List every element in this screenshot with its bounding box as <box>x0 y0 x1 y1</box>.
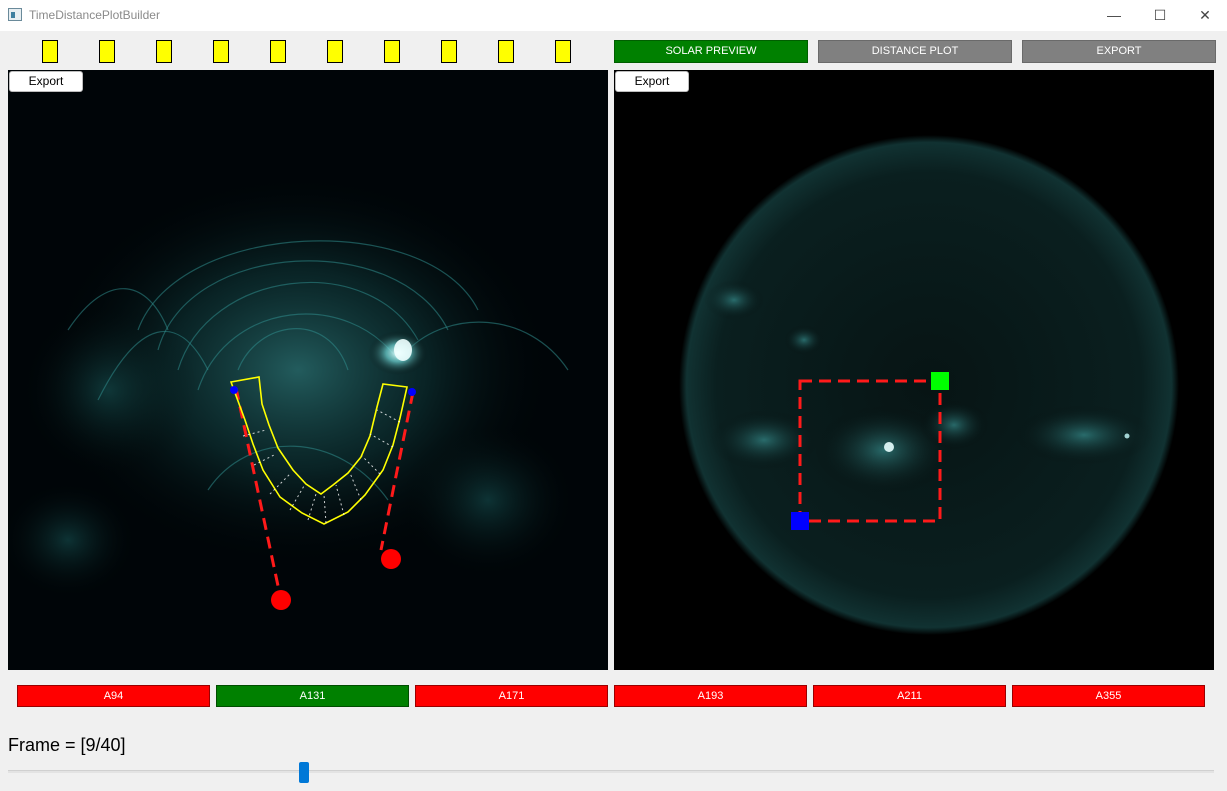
frame-label: Frame = [9/40] <box>8 735 126 755</box>
wavelength-button-a193[interactable]: A193 <box>614 685 807 707</box>
maximize-button[interactable]: ☐ <box>1153 7 1167 23</box>
solar-disk-svg <box>614 70 1214 670</box>
frame-slider-track[interactable] <box>8 770 1214 773</box>
solar-preview-button[interactable]: SOLAR PREVIEW <box>614 40 808 63</box>
close-button[interactable]: ✕ <box>1199 7 1211 23</box>
wavelength-button-a171[interactable]: A171 <box>415 685 608 707</box>
path-endpoint[interactable] <box>230 386 238 394</box>
wavelength-button-a211[interactable]: A211 <box>813 685 1006 707</box>
frame-indicator <box>42 40 58 63</box>
solar-preview-canvas[interactable] <box>614 70 1214 670</box>
right-export-button[interactable]: Export <box>615 71 689 92</box>
zoomed-region-svg <box>8 70 608 670</box>
control-point[interactable] <box>381 549 401 569</box>
frame-indicator <box>270 40 286 63</box>
path-endpoint[interactable] <box>408 388 416 396</box>
frame-indicator <box>384 40 400 63</box>
frame-indicator <box>327 40 343 63</box>
frame-indicator <box>555 40 571 63</box>
app-icon <box>8 8 22 21</box>
selection-corner-handle[interactable] <box>791 512 809 530</box>
frame-indicator <box>498 40 514 63</box>
window-title: TimeDistancePlotBuilder <box>29 8 160 22</box>
zoomed-region-canvas[interactable] <box>8 70 608 670</box>
wavelength-button-a355[interactable]: A355 <box>1012 685 1205 707</box>
wavelength-button-a131[interactable]: A131 <box>216 685 409 707</box>
frame-indicator <box>441 40 457 63</box>
title-bar: TimeDistancePlotBuilder — ☐ ✕ <box>0 0 1227 31</box>
frame-slider-handle[interactable] <box>299 762 309 783</box>
selection-box[interactable] <box>798 379 942 523</box>
left-export-button[interactable]: Export <box>9 71 83 92</box>
control-point[interactable] <box>271 590 291 610</box>
selection-corner-handle[interactable] <box>931 372 949 390</box>
distance-plot-button[interactable]: DISTANCE PLOT <box>818 40 1012 63</box>
frame-indicator <box>156 40 172 63</box>
frame-indicator <box>99 40 115 63</box>
minimize-button[interactable]: — <box>1107 7 1121 23</box>
wavelength-button-a94[interactable]: A94 <box>17 685 210 707</box>
frame-indicator <box>213 40 229 63</box>
export-mode-button[interactable]: EXPORT <box>1022 40 1216 63</box>
